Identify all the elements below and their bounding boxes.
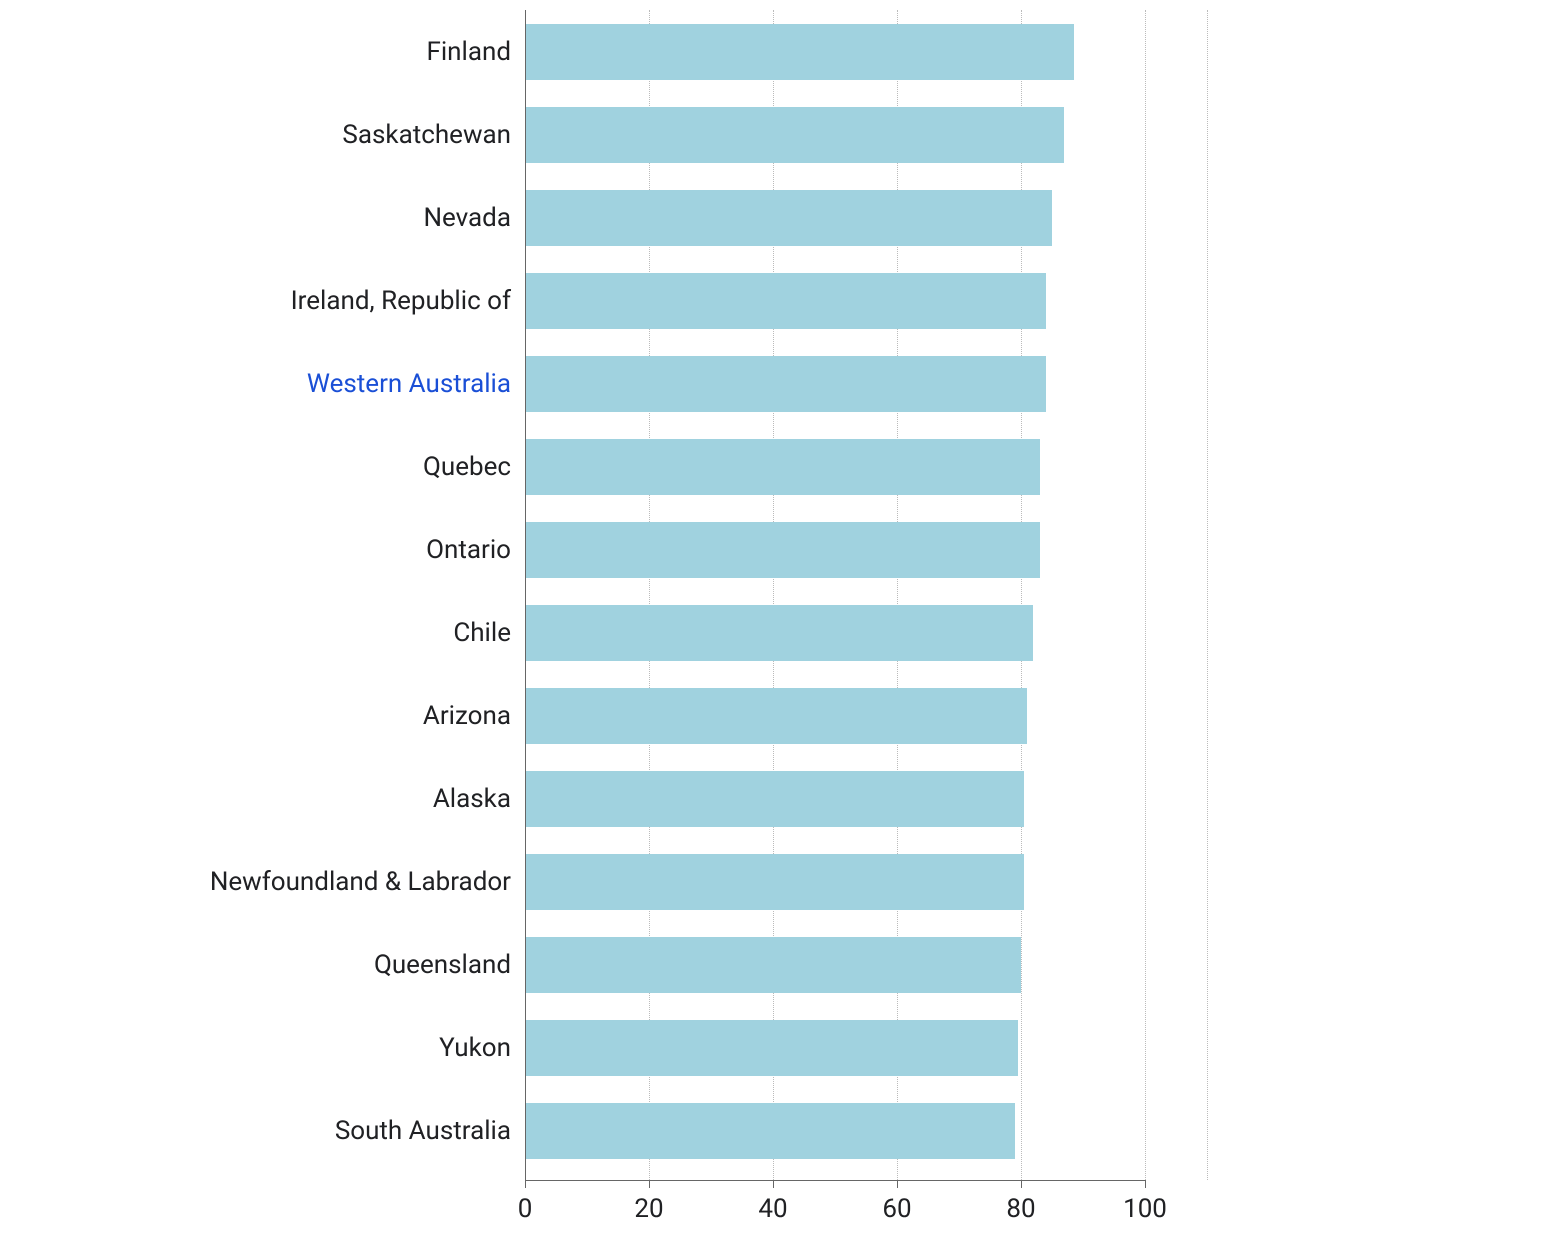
category-label: Queensland [374, 952, 525, 978]
x-tick-label: 20 [634, 1194, 663, 1224]
bar-row: Finland [525, 24, 1145, 80]
plot-area: Finland Saskatchewan Nevada Ireland, Republ… [525, 10, 1145, 1180]
bar-row: Quebec [525, 439, 1145, 495]
x-tick [773, 1180, 774, 1188]
x-tick [649, 1180, 650, 1188]
category-label: Newfoundland & Labrador [210, 869, 525, 895]
category-label: Chile [453, 620, 525, 646]
bar [525, 1103, 1015, 1159]
bar-row: Newfoundland & Labrador [525, 854, 1145, 910]
bar [525, 273, 1046, 329]
category-label: Yukon [439, 1035, 525, 1061]
category-label: South Australia [335, 1118, 525, 1144]
x-tick-label: 40 [758, 1194, 787, 1224]
bar [525, 937, 1021, 993]
gridline [773, 10, 774, 1180]
x-tick [525, 1180, 526, 1188]
gridline-extra [1207, 10, 1208, 1180]
x-tick-label: 80 [1006, 1194, 1035, 1224]
bar [525, 356, 1046, 412]
category-label: Ontario [426, 537, 525, 563]
y-axis [525, 10, 526, 1180]
bar-chart: Finland Saskatchewan Nevada Ireland, Republ… [0, 0, 1563, 1250]
x-axis [525, 1180, 1145, 1181]
x-tick [897, 1180, 898, 1188]
category-label: Alaska [433, 786, 525, 812]
bar-row: Chile [525, 605, 1145, 661]
category-label: Arizona [423, 703, 525, 729]
bar-row: South Australia [525, 1103, 1145, 1159]
x-tick [1145, 1180, 1146, 1188]
gridline [1145, 10, 1146, 1180]
bar-row: Queensland [525, 937, 1145, 993]
bar-row: Alaska [525, 771, 1145, 827]
bar-row: Ontario [525, 522, 1145, 578]
category-label: Saskatchewan [342, 122, 525, 148]
category-label: Quebec [423, 454, 525, 480]
bar [525, 439, 1040, 495]
bar-row: Saskatchewan [525, 107, 1145, 163]
bar-row: Arizona [525, 688, 1145, 744]
x-tick [1021, 1180, 1022, 1188]
bar-row: Nevada [525, 190, 1145, 246]
gridline [649, 10, 650, 1180]
bar [525, 190, 1052, 246]
bar-row: Ireland, Republic of [525, 273, 1145, 329]
category-label: Finland [426, 39, 525, 65]
x-tick-label: 100 [1123, 1194, 1167, 1224]
bar-row: Yukon [525, 1020, 1145, 1076]
bar [525, 771, 1024, 827]
bar [525, 1020, 1018, 1076]
gridline [1021, 10, 1022, 1180]
category-label: Nevada [423, 205, 525, 231]
bar-row: Western Australia [525, 356, 1145, 412]
bar [525, 688, 1027, 744]
bar [525, 107, 1064, 163]
category-label: Ireland, Republic of [291, 288, 525, 314]
bar [525, 24, 1074, 80]
bar [525, 854, 1024, 910]
gridline [897, 10, 898, 1180]
x-tick-label: 0 [518, 1194, 533, 1224]
category-label: Western Australia [307, 371, 525, 397]
x-tick-label: 60 [882, 1194, 911, 1224]
bar [525, 605, 1033, 661]
bar [525, 522, 1040, 578]
